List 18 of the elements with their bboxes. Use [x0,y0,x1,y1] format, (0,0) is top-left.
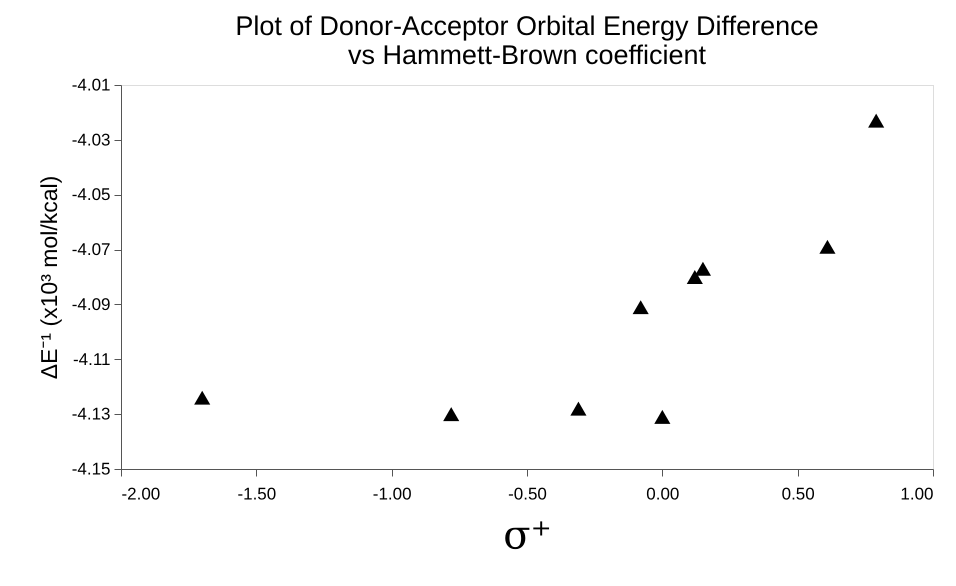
x-tick-label: 1.00 [900,484,934,504]
x-tick-label: -2.00 [122,484,160,504]
x-tick-label: 0.00 [646,484,680,504]
y-tick-label: -4.11 [73,350,110,369]
y-tick-label: -4.07 [72,240,110,260]
x-tick-label: 0.50 [782,484,815,504]
x-tick-label: -1.50 [237,484,276,504]
x-tick-label: -1.00 [372,484,412,504]
y-tick-label: -4.15 [72,460,110,478]
chart-title: Plot of Donor-Acceptor Orbital Energy Difference vs Hammett-Brown coefficient [235,11,819,70]
y-tick-label: -4.05 [72,185,110,204]
y-axis-title: ΔE⁻¹ (x10³ mol/kcal) [36,176,62,380]
x-axis-title: σ⁺ [503,512,552,558]
y-tick-label: -4.09 [72,294,110,314]
y-tick-label: -4.03 [72,130,110,150]
x-tick-label: -0.50 [508,484,547,504]
y-tick-label: -4.01 [72,76,110,94]
y-tick-label: -4.13 [72,404,110,424]
